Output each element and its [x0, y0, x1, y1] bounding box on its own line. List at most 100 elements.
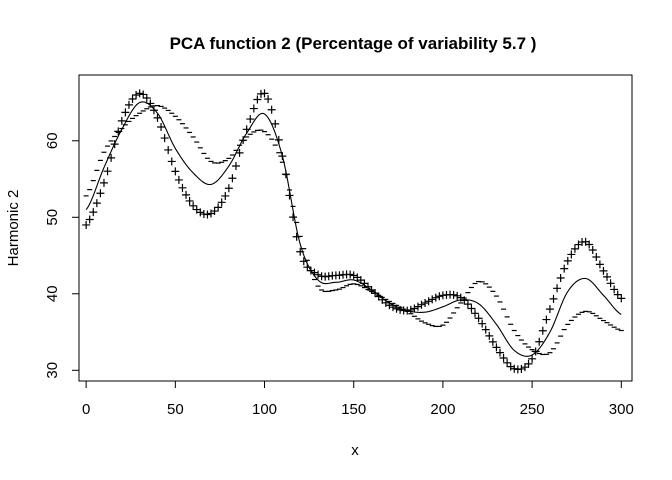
mean-function-line: [85, 101, 622, 357]
plus-perturbation-marker: [570, 244, 579, 253]
x-axis-label: x: [351, 442, 359, 459]
plus-perturbation-marker: [89, 208, 98, 217]
plus-perturbation-marker: [495, 348, 504, 357]
plus-perturbation-marker: [314, 270, 323, 279]
plus-perturbation-marker: [449, 290, 458, 299]
plus-perturbation-marker: [585, 240, 594, 249]
plus-perturbation-marker: [182, 190, 191, 199]
plus-perturbation-marker: [246, 115, 255, 124]
plus-perturbation-marker: [110, 140, 119, 149]
plus-perturbation-marker: [242, 125, 251, 134]
y-tick-label: 40: [44, 285, 61, 302]
plus-perturbation-marker: [132, 90, 141, 99]
plus-perturbation-marker: [139, 90, 148, 99]
plus-perturbation-marker: [467, 304, 476, 313]
plus-perturbation-marker: [463, 300, 472, 309]
plus-perturbation-marker: [285, 191, 294, 200]
plus-perturbation-marker: [595, 260, 604, 269]
plus-perturbation-marker: [103, 167, 112, 176]
plus-perturbation-marker: [567, 250, 576, 259]
plus-perturbation-marker: [107, 153, 116, 162]
series-layer: [82, 89, 626, 374]
plus-perturbation-marker: [474, 314, 483, 323]
plus-perturbation-marker: [217, 198, 226, 207]
plus-perturbation-marker: [403, 306, 412, 315]
chart-title: PCA function 2 (Percentage of variabilit…: [170, 34, 537, 53]
plus-perturbation-marker: [520, 363, 529, 372]
plus-perturbation-marker: [606, 279, 615, 288]
plus-perturbation-marker: [560, 264, 569, 273]
plus-perturbation-marker: [196, 208, 205, 217]
plus-perturbation-marker: [421, 298, 430, 307]
plus-perturbation-marker: [360, 279, 369, 288]
plus-perturbation-marker: [267, 105, 276, 114]
plus-perturbation-marker: [142, 94, 151, 103]
plus-perturbation-marker: [492, 343, 501, 352]
plus-perturbation-marker: [310, 268, 319, 277]
plus-perturbation-marker: [124, 100, 133, 109]
plus-perturbation-marker: [260, 89, 269, 98]
plus-perturbation-marker: [542, 315, 551, 324]
plus-perturbation-marker: [128, 94, 137, 103]
plus-perturbation-marker: [210, 207, 219, 216]
plus-perturbation-marker: [299, 257, 308, 266]
plus-perturbation-marker: [185, 196, 194, 205]
plus-perturbation-marker: [471, 309, 480, 318]
plus-perturbation-marker: [524, 359, 533, 368]
plus-perturbation-marker: [592, 253, 601, 262]
plus-perturbation-marker: [410, 304, 419, 313]
plus-perturbation-marker: [392, 304, 401, 313]
plus-perturbation-marker: [296, 247, 305, 256]
plus-perturbation-marker: [121, 108, 130, 117]
y-tick-label: 60: [44, 132, 61, 149]
plus-perturbation-marker: [374, 292, 383, 301]
plus-perturbation-marker: [264, 95, 273, 104]
plus-perturbation-marker: [92, 199, 101, 208]
plus-perturbation-marker: [517, 364, 526, 373]
plus-perturbation-marker: [563, 256, 572, 265]
plus-perturbation-marker: [535, 337, 544, 346]
plus-perturbation-marker: [613, 290, 622, 299]
x-tick-label: 50: [167, 401, 184, 418]
plus-perturbation-marker: [278, 152, 287, 161]
plus-perturbation-marker: [485, 331, 494, 340]
y-axis-label: Harmonic 2: [5, 190, 22, 267]
plus-perturbation-marker: [135, 89, 144, 98]
plus-perturbation-marker: [149, 106, 158, 115]
plus-perturbation-marker: [388, 303, 397, 312]
plus-perturbation-marker: [488, 337, 497, 346]
plus-perturbation-marker: [503, 358, 512, 367]
plus-perturbation-marker: [406, 305, 415, 314]
plus-perturbation-marker: [160, 134, 169, 143]
y-tick-label: 50: [44, 209, 61, 226]
plus-perturbation-marker: [349, 271, 358, 280]
plus-perturbation-marker: [413, 302, 422, 311]
plus-perturbation-marker: [289, 213, 298, 222]
x-tick-label: 200: [430, 401, 455, 418]
plus-perturbation-marker: [171, 167, 180, 176]
plus-perturbation-marker: [164, 145, 173, 154]
plus-perturbation-marker: [424, 297, 433, 306]
plus-perturbation-marker: [599, 266, 608, 275]
plus-perturbation-marker: [431, 293, 440, 302]
plus-perturbation-marker: [545, 305, 554, 314]
plus-perturbation-marker: [221, 191, 230, 200]
plus-perturbation-marker: [478, 319, 487, 328]
plus-perturbation-marker: [506, 362, 515, 371]
plus-perturbation-marker: [499, 353, 508, 362]
plus-perturbation-marker: [114, 127, 123, 136]
plus-perturbation-marker: [385, 301, 394, 310]
plus-perturbation-marker: [510, 364, 519, 373]
plus-perturbation-marker: [435, 292, 444, 301]
plus-perturbation-marker: [610, 285, 619, 294]
plus-perturbation-marker: [228, 174, 237, 183]
x-tick-label: 0: [82, 401, 90, 418]
x-tick-label: 250: [520, 401, 545, 418]
y-tick-label: 30: [44, 362, 61, 379]
x-axis: 0 50 100 150 200 250 300: [82, 380, 634, 418]
plus-perturbation-marker: [588, 246, 597, 255]
y-axis: 30 40 50 60: [44, 132, 80, 379]
plus-perturbation-marker: [85, 215, 94, 224]
x-tick-label: 300: [609, 401, 634, 418]
